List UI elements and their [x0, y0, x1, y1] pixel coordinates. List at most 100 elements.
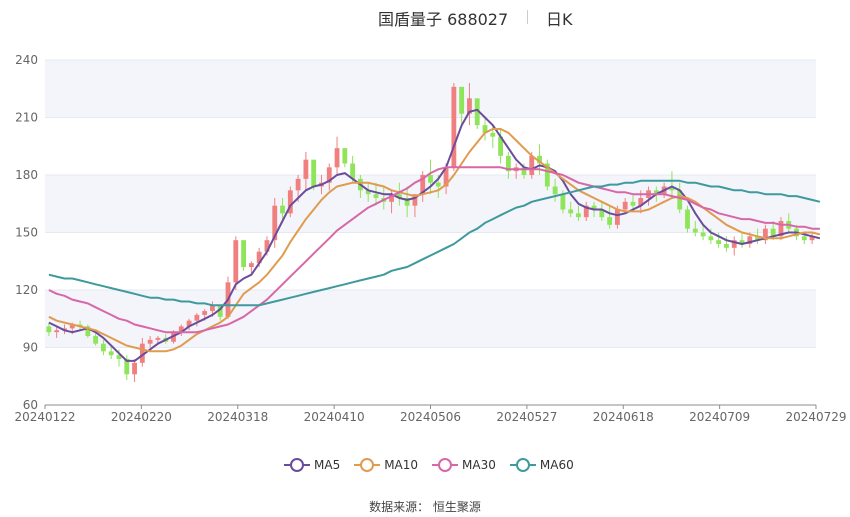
- candle-down: [498, 129, 504, 164]
- candle-down: [474, 98, 480, 129]
- grid-band: [45, 60, 816, 118]
- candle-up: [303, 152, 309, 191]
- legend-ma10[interactable]: MA10: [354, 458, 418, 472]
- candle-body: [342, 148, 348, 164]
- moving-average-lines: [48, 108, 821, 362]
- x-tick-label: 20240709: [689, 410, 750, 424]
- y-tick-label: 210: [15, 111, 38, 125]
- candle-down: [342, 148, 348, 168]
- candle-body: [498, 136, 504, 156]
- candle-up: [451, 83, 457, 172]
- candle-up: [583, 201, 589, 221]
- candle-body: [451, 86, 457, 168]
- candle-body: [334, 148, 340, 168]
- candle-up: [467, 83, 472, 126]
- candle-up: [762, 224, 768, 244]
- candle-body: [217, 305, 223, 317]
- candle-body: [560, 194, 566, 210]
- candle-up: [132, 359, 137, 382]
- candle-body: [614, 209, 620, 225]
- candle-body: [591, 205, 597, 210]
- candle-up: [778, 217, 784, 241]
- candle-body: [755, 236, 761, 241]
- x-tick-label: 20240318: [207, 410, 268, 424]
- candle-body: [373, 194, 379, 198]
- legend: MA5 MA10 MA30 MA60: [284, 458, 574, 472]
- candle-body: [54, 330, 60, 333]
- candle-body: [669, 186, 675, 191]
- candle-body: [365, 190, 371, 195]
- candle-body: [490, 132, 496, 137]
- legend-ma30-swatch: [432, 458, 459, 472]
- candle-body: [708, 236, 714, 241]
- candle-body: [46, 326, 52, 333]
- candle-down: [716, 232, 722, 248]
- legend-ma5[interactable]: MA5: [284, 458, 340, 472]
- candle-body: [770, 228, 776, 237]
- candle-body: [100, 343, 106, 352]
- candle-body: [85, 326, 91, 336]
- candle-up: [809, 232, 815, 244]
- candle-body: [241, 240, 247, 267]
- candle-body: [630, 201, 636, 206]
- candle-body: [467, 98, 472, 114]
- candle-body: [599, 209, 605, 218]
- candle-body: [809, 236, 815, 241]
- candle-body: [739, 240, 745, 244]
- candle-body: [762, 228, 768, 241]
- candle-body: [186, 320, 192, 327]
- candle-up: [155, 336, 161, 344]
- candle-down: [280, 198, 285, 221]
- candle-body: [303, 159, 309, 179]
- candle-up: [147, 336, 153, 348]
- series-ma10-line: [48, 128, 821, 353]
- legend-ma10-label: MA10: [384, 458, 419, 472]
- y-tick-label: 150: [15, 226, 38, 240]
- candle-body: [264, 240, 270, 252]
- candle-body: [233, 240, 239, 283]
- candle-body: [287, 190, 293, 214]
- candle-body: [210, 305, 215, 312]
- candle-down: [739, 232, 745, 248]
- x-tick-label: 20240122: [14, 410, 75, 424]
- y-tick-label: 120: [15, 283, 38, 297]
- candle-body: [412, 194, 418, 206]
- candle-body: [607, 217, 613, 225]
- legend-ma60-swatch: [509, 458, 536, 472]
- legend-ma60[interactable]: MA60: [509, 458, 574, 472]
- candle-down: [85, 324, 91, 338]
- candle-down: [724, 236, 729, 252]
- candle-body: [801, 236, 807, 241]
- period-label[interactable]: 日K: [546, 10, 573, 29]
- candle-body: [505, 155, 511, 172]
- candle-body: [568, 209, 574, 214]
- candle-up: [287, 186, 293, 218]
- candle-body: [653, 190, 659, 195]
- candle-down: [669, 171, 675, 198]
- y-tick-label: 60: [23, 398, 38, 412]
- candle-down: [482, 117, 488, 141]
- candle-body: [428, 175, 433, 183]
- legend-ma30[interactable]: MA30: [432, 458, 496, 472]
- candle-body: [280, 205, 285, 214]
- candle-body: [474, 98, 480, 126]
- y-tick-label: 240: [15, 53, 38, 67]
- series-ma60-line: [48, 179, 821, 307]
- candle-down: [93, 332, 99, 346]
- candle-body: [139, 343, 145, 363]
- candle-down: [373, 182, 379, 206]
- x-tick-label: 20240220: [111, 410, 172, 424]
- candle-down: [124, 355, 130, 381]
- candle-up: [54, 326, 60, 338]
- candle-body: [482, 125, 488, 133]
- candle-up: [326, 163, 332, 191]
- x-tick-label: 20240506: [400, 410, 461, 424]
- x-axis-ticks: 20240122 20240220 20240318 20240410 20240506…: [14, 405, 847, 424]
- series-ma5-line: [48, 108, 821, 362]
- candle-up: [731, 236, 737, 256]
- candle-body: [396, 194, 402, 198]
- candle-down: [108, 345, 114, 359]
- candle-body: [459, 86, 465, 114]
